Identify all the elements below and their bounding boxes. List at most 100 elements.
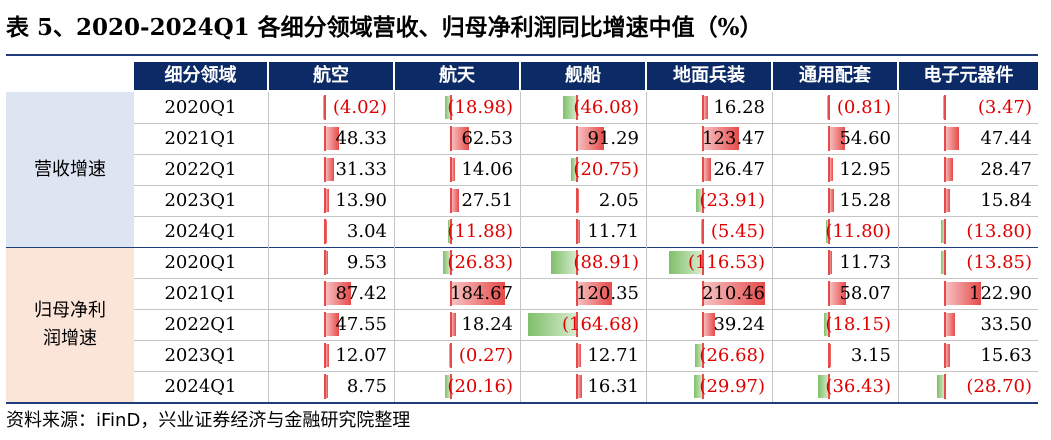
cell-value: (36.43) (825, 376, 891, 397)
negative-data-bar (550, 251, 577, 274)
table-cell: (46.08) (521, 92, 645, 123)
positive-data-bar (829, 158, 833, 181)
bar-axis-line (944, 250, 946, 275)
bar-axis-line (576, 126, 578, 151)
row-period-label: 2020Q1 (164, 252, 237, 273)
cell-value: (20.75) (573, 159, 639, 180)
cell-value: 210.46 (702, 283, 765, 304)
row-period-label: 2023Q1 (164, 345, 237, 366)
positive-data-bar (325, 282, 351, 305)
header-cell-ground-equipment: 地面兵装 (647, 62, 771, 90)
positive-data-bar (451, 282, 506, 305)
negative-data-bar (445, 96, 451, 119)
table-cell: 12.07 (269, 340, 393, 371)
table-cell: (26.83) (395, 247, 519, 278)
bar-axis-line (944, 219, 946, 244)
table-cell: (0.27) (395, 340, 519, 371)
positive-data-bar (577, 344, 581, 367)
cell-value: 33.50 (980, 314, 1032, 335)
cell-value: 91.29 (587, 128, 639, 149)
cell-value: 11.71 (587, 221, 639, 242)
bar-axis-line (944, 312, 946, 337)
row-divider (134, 154, 1038, 155)
bar-axis-line (944, 126, 946, 151)
row-period-label: 2024Q1 (164, 376, 237, 397)
bar-axis-line (702, 157, 704, 182)
table-cell: (11.80) (773, 216, 897, 247)
header-cell-electronic-components: 电子元器件 (899, 62, 1038, 90)
cell-value: 87.42 (335, 283, 387, 304)
positive-data-bar (577, 220, 581, 243)
row-divider (134, 340, 1038, 341)
bar-axis-line (576, 374, 578, 399)
bar-axis-line (702, 188, 704, 213)
cell-value: 12.07 (335, 345, 387, 366)
table-cell: 11.71 (521, 216, 645, 247)
bar-axis-line (450, 312, 452, 337)
positive-data-bar (945, 282, 982, 305)
table-cell: 33.50 (899, 309, 1038, 340)
positive-data-bar (703, 127, 740, 150)
cell-value: 15.84 (980, 190, 1032, 211)
positive-data-bar (451, 313, 457, 336)
bar-axis-line (576, 219, 578, 244)
positive-data-bar (945, 158, 954, 181)
table-cell: (18.98) (395, 92, 519, 123)
table-cell: 58.07 (773, 278, 897, 309)
bar-axis-line (944, 343, 946, 368)
cell-value: 120.35 (576, 283, 639, 304)
cell-value: (116.53) (687, 252, 765, 273)
negative-data-bar (818, 375, 829, 398)
row-period-label: 2021Q1 (164, 283, 237, 304)
cell-value: 27.51 (461, 190, 513, 211)
cell-value: 31.33 (335, 159, 387, 180)
table-cell: 15.84 (899, 185, 1038, 216)
cell-value: 18.24 (461, 314, 513, 335)
bar-axis-line (828, 126, 830, 151)
table-cell: 48.33 (269, 123, 393, 154)
header-cell-aviation: 航空 (269, 62, 393, 90)
positive-data-bar (325, 158, 335, 181)
positive-data-bar (577, 189, 579, 212)
row-divider (134, 371, 1038, 372)
group-label-revenue-growth: 营收增速 (6, 92, 134, 247)
bar-axis-line (450, 157, 452, 182)
table-cell: 2.05 (521, 185, 645, 216)
table-cell: (164.68) (521, 309, 645, 340)
cell-value: 122.90 (969, 283, 1032, 304)
header-cell-aerospace: 航天 (395, 62, 519, 90)
cell-value: 2.05 (598, 190, 639, 211)
bar-axis-line (702, 281, 704, 306)
table-cell: (0.81) (773, 92, 897, 123)
negative-data-bar (936, 375, 945, 398)
table-cell: 8.75 (269, 371, 393, 402)
table-cell: 184.67 (395, 278, 519, 309)
bar-axis-line (944, 95, 946, 120)
bar-axis-line (324, 157, 326, 182)
positive-data-bar (325, 344, 329, 367)
bar-axis-line (450, 126, 452, 151)
table-cell: 12.95 (773, 154, 897, 185)
table-cell: (13.85) (899, 247, 1038, 278)
table-cell: (20.16) (395, 371, 519, 402)
positive-data-bar (945, 189, 950, 212)
cell-value: (11.80) (825, 221, 891, 242)
negative-data-bar (695, 344, 703, 367)
bar-axis-line (450, 219, 452, 244)
column-divider (394, 92, 395, 402)
positive-data-bar (451, 189, 460, 212)
positive-data-bar (325, 251, 328, 274)
cell-value: 15.28 (839, 190, 891, 211)
table-cell: 122.90 (899, 278, 1038, 309)
positive-data-bar (945, 313, 955, 336)
bar-axis-line (324, 219, 326, 244)
table-cell: 54.60 (773, 123, 897, 154)
bar-axis-line (944, 157, 946, 182)
cell-value: 3.15 (850, 345, 891, 366)
bar-axis-line (944, 281, 946, 306)
cell-value: (0.27) (458, 345, 513, 366)
bar-axis-line (828, 374, 830, 399)
bar-axis-line (576, 281, 578, 306)
cell-value: 8.75 (346, 376, 387, 397)
positive-data-bar (703, 313, 715, 336)
